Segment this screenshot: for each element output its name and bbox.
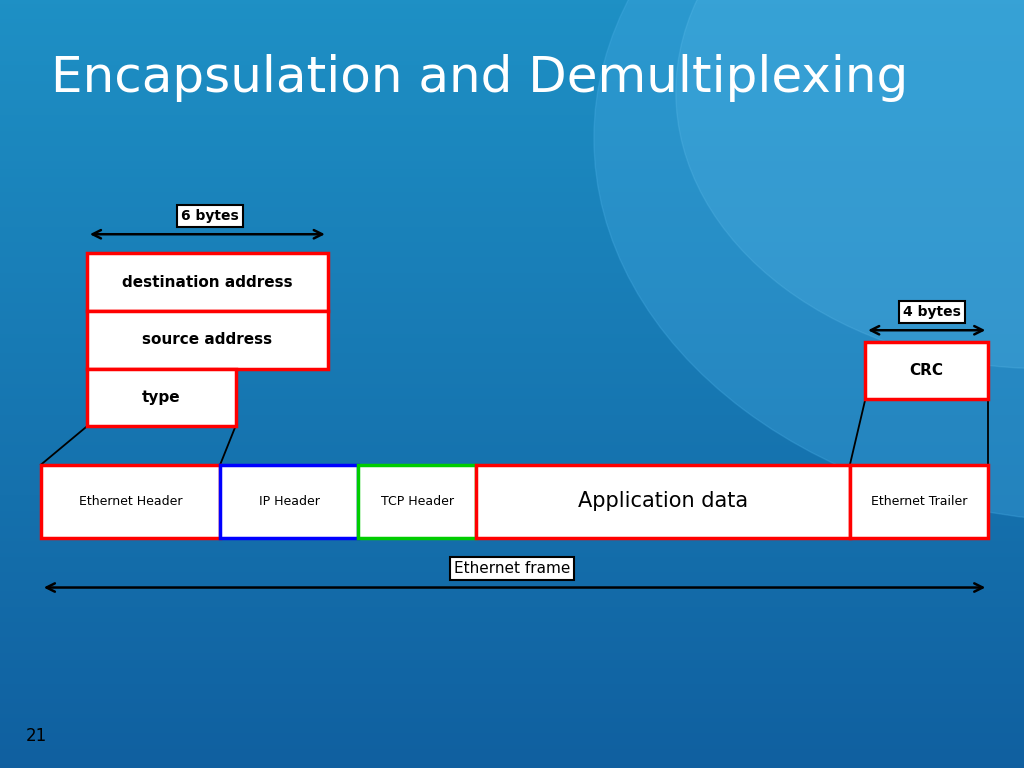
Circle shape [676, 0, 1024, 369]
Text: Encapsulation and Demultiplexing: Encapsulation and Demultiplexing [51, 54, 908, 102]
Text: type: type [142, 390, 180, 405]
Circle shape [594, 0, 1024, 522]
Text: 4 bytes: 4 bytes [903, 305, 961, 319]
Text: IP Header: IP Header [259, 495, 319, 508]
Bar [358, 465, 476, 538]
Text: destination address: destination address [122, 275, 293, 290]
Text: CRC: CRC [909, 363, 944, 378]
Text: Application data: Application data [578, 491, 749, 511]
Bar [865, 342, 988, 399]
Bar [41, 465, 220, 538]
Bar [87, 369, 236, 426]
Bar [476, 465, 850, 538]
Bar [850, 465, 988, 538]
Text: Ethernet Trailer: Ethernet Trailer [870, 495, 968, 508]
Text: Ethernet Header: Ethernet Header [79, 495, 182, 508]
Bar [220, 465, 358, 538]
Text: Ethernet frame: Ethernet frame [454, 561, 570, 576]
Text: source address: source address [142, 333, 272, 347]
Text: 21: 21 [26, 727, 47, 745]
Bar [87, 311, 328, 369]
Bar [87, 253, 328, 311]
Text: 6 bytes: 6 bytes [181, 209, 239, 223]
Text: TCP Header: TCP Header [381, 495, 454, 508]
